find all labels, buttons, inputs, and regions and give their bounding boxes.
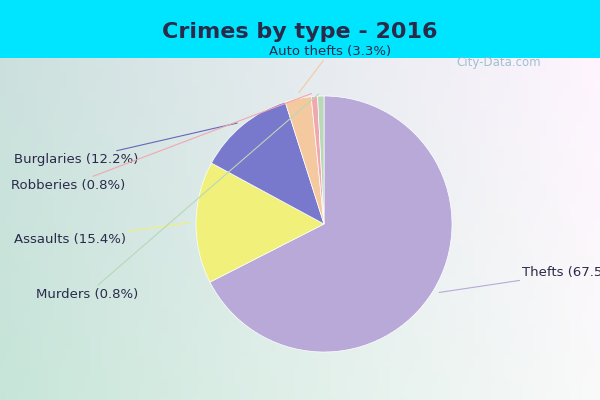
Wedge shape <box>311 96 324 224</box>
Text: Burglaries (12.2%): Burglaries (12.2%) <box>14 123 237 166</box>
Text: Thefts (67.5%): Thefts (67.5%) <box>439 266 600 292</box>
Text: Robberies (0.8%): Robberies (0.8%) <box>11 94 311 192</box>
Text: City-Data.com: City-Data.com <box>456 56 541 69</box>
Text: Crimes by type - 2016: Crimes by type - 2016 <box>162 22 438 42</box>
Text: Auto thefts (3.3%): Auto thefts (3.3%) <box>269 45 391 93</box>
Text: Murders (0.8%): Murders (0.8%) <box>36 94 319 301</box>
Wedge shape <box>211 102 324 224</box>
Wedge shape <box>196 163 324 282</box>
Wedge shape <box>317 96 324 224</box>
Text: Assaults (15.4%): Assaults (15.4%) <box>14 223 190 246</box>
Wedge shape <box>285 97 324 224</box>
Wedge shape <box>210 96 452 352</box>
